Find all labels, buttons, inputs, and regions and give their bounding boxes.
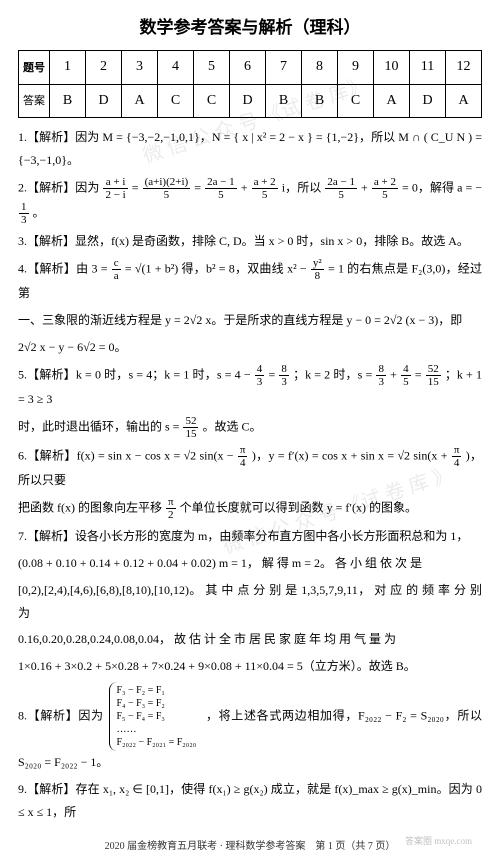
text: = √(1 + b²) 得，b² = 8，双曲线 x² −	[125, 262, 307, 276]
fraction: 5215	[183, 415, 198, 440]
fraction: ca	[112, 257, 121, 282]
text: = 0，解得 a = −	[402, 180, 482, 194]
text: =	[194, 180, 201, 194]
num-cell: 6	[230, 51, 266, 85]
text: ；k = 2 时，s =	[293, 367, 372, 381]
row-head-nums: 题号	[19, 51, 50, 85]
num-cell: 3	[122, 51, 158, 85]
solution-5b: 时，此时退出循环，输出的 s = 5215 。故选 C。	[18, 415, 482, 440]
text: +	[390, 367, 397, 381]
fraction: a + 25	[372, 176, 398, 201]
fraction: a + 25	[252, 176, 278, 201]
page-title: 数学参考答案与解析（理科）	[18, 12, 482, 44]
ans-cell: A	[374, 84, 410, 118]
ans-cell: A	[122, 84, 158, 118]
solution-4: 4.【解析】由 3 = ca = √(1 + b²) 得，b² = 8，双曲线 …	[18, 257, 482, 305]
solution-6b: 把函数 f(x) 的图象向左平移 π2 个单位长度就可以得到函数 y = f′(…	[18, 496, 482, 521]
eq-line: ……	[116, 723, 196, 736]
fraction: 2a − 15	[325, 176, 357, 201]
fraction: π4	[238, 444, 248, 469]
eq-line: F₃ − F₂ = F₁	[116, 684, 196, 697]
text: +	[241, 180, 248, 194]
text: 5.【解析】k = 0 时，s = 4；k = 1 时，s = 4 −	[18, 367, 251, 381]
num-cell: 12	[446, 51, 482, 85]
text: 时，此时退出循环，输出的 s =	[18, 419, 179, 433]
num-cell: 4	[158, 51, 194, 85]
solution-3: 3.【解析】显然，f(x) 是奇函数，排除 C, D。当 x > 0 时，sin…	[18, 230, 482, 253]
text: 6.【解析】f(x) = sin x − cos x = √2 sin(x −	[18, 448, 234, 462]
text: 个单位长度就可以得到函数 y = f′(x) 的图象。	[180, 500, 417, 514]
solution-7e: 1×0.16 + 3×0.2 + 5×0.28 + 7×0.24 + 9×0.0…	[18, 655, 482, 678]
ans-cell: A	[446, 84, 482, 118]
corner-stamp: 答案圈 mxqe.com	[405, 833, 472, 850]
fraction: 45	[401, 363, 411, 388]
fraction: 43	[255, 363, 265, 388]
num-cell: 5	[194, 51, 230, 85]
eq-line: F₄ − F₃ = F₂	[116, 697, 196, 710]
ans-cell: B	[266, 84, 302, 118]
ans-cell: C	[194, 84, 230, 118]
text: 。	[33, 206, 45, 220]
fraction: π4	[452, 444, 462, 469]
text: =	[132, 180, 139, 194]
solution-7b: (0.08 + 0.10 + 0.14 + 0.12 + 0.04 + 0.02…	[18, 552, 482, 575]
answer-table: 题号 1 2 3 4 5 6 7 8 9 10 11 12 答案 B D A C…	[18, 50, 482, 118]
solution-1: 1.【解析】因为 M = {−3,−2,−1,0,1}，N = { x | x²…	[18, 126, 482, 172]
ans-cell: B	[50, 84, 86, 118]
equation-system: F₃ − F₂ = F₁ F₄ − F₃ = F₂ F₅ − F₄ = F₃ ……	[109, 682, 200, 751]
fraction: y²8	[311, 257, 324, 282]
eq-line: F₅ − F₄ = F₃	[116, 710, 196, 723]
text: 把函数 f(x) 的图象向左平移	[18, 500, 162, 514]
fraction: 83	[279, 363, 289, 388]
text: )，y = f′(x) = cos x + sin x = √2 sin(x +	[252, 448, 448, 462]
ans-cell: D	[410, 84, 446, 118]
fraction: π2	[166, 496, 176, 521]
fraction: a + i2 − i	[103, 176, 127, 201]
eq-line: F₂₀₂₂ − F₂₀₂₁ = F₂₀₂₀	[116, 736, 196, 749]
solution-9: 9.【解析】存在 x₁, x₂ ∈ [0,1]，使得 f(x₁) ≥ g(x₂)…	[18, 778, 482, 824]
ans-cell: D	[86, 84, 122, 118]
text: =	[268, 367, 275, 381]
solution-2: 2.【解析】因为 a + i2 − i = (a+i)(2+i)5 = 2a −…	[18, 176, 482, 226]
text: 4.【解析】由 3 =	[18, 262, 108, 276]
ans-cell: B	[302, 84, 338, 118]
fraction: 83	[376, 363, 386, 388]
text: =	[415, 367, 422, 381]
num-cell: 7	[266, 51, 302, 85]
text: 2.【解析】因为	[18, 180, 99, 194]
solution-4b: 一、三象限的渐近线方程是 y = 2√2 x。于是所求的直线方程是 y − 0 …	[18, 309, 482, 332]
num-cell: 1	[50, 51, 86, 85]
num-cell: 9	[338, 51, 374, 85]
text: +	[361, 180, 368, 194]
solution-7a: 7.【解析】设各小长方形的宽度为 m，由频率分布直方图中各小长方形面积总和为 1…	[18, 525, 482, 548]
text: i，所以	[282, 180, 322, 194]
num-cell: 8	[302, 51, 338, 85]
solution-8: 8.【解析】因为 F₃ − F₂ = F₁ F₄ − F₃ = F₂ F₅ − …	[18, 682, 482, 774]
ans-cell: C	[338, 84, 374, 118]
num-cell: 11	[410, 51, 446, 85]
num-cell: 2	[86, 51, 122, 85]
fraction: 5215	[426, 363, 441, 388]
fraction: 2a − 15	[205, 176, 237, 201]
text: 8.【解析】因为	[18, 708, 104, 722]
text: 。故选 C。	[202, 419, 261, 433]
fraction: 13	[19, 201, 29, 226]
ans-cell: C	[158, 84, 194, 118]
solution-4c: 2√2 x − y − 6√2 = 0。	[18, 336, 482, 359]
fraction: (a+i)(2+i)5	[143, 176, 191, 201]
row-head-ans: 答案	[19, 84, 50, 118]
ans-cell: D	[230, 84, 266, 118]
solution-5: 5.【解析】k = 0 时，s = 4；k = 1 时，s = 4 − 43 =…	[18, 363, 482, 411]
solution-6: 6.【解析】f(x) = sin x − cos x = √2 sin(x − …	[18, 444, 482, 492]
solution-7d: 0.16,0.20,0.28,0.24,0.08,0.04， 故 估 计 全 市…	[18, 628, 482, 651]
num-cell: 10	[374, 51, 410, 85]
solution-7c: [0,2),[2,4),[4,6),[6,8),[8,10),[10,12)。 …	[18, 579, 482, 625]
